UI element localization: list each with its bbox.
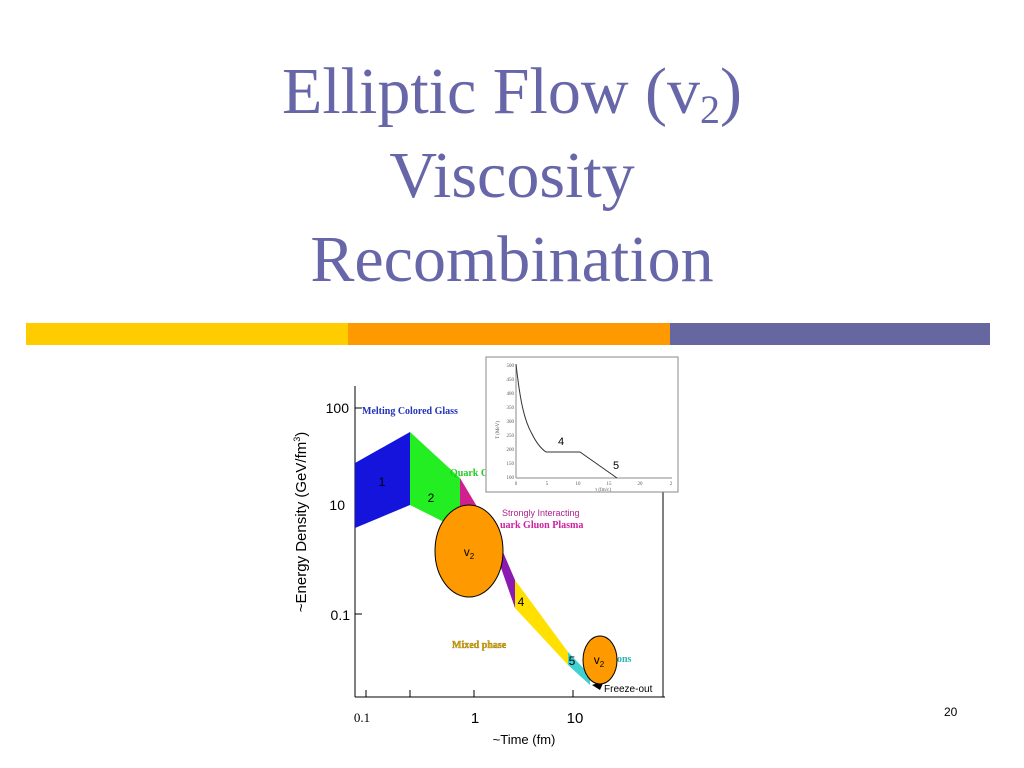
inset-x-tick: 20 [638, 482, 644, 487]
accent-bar-yellow [26, 323, 348, 345]
stage-2-label: 2 [428, 491, 435, 505]
v2-circle-small [582, 635, 618, 685]
y-tick-label: 100 [326, 400, 350, 416]
qgp-label: uark Gluon Plasma [500, 520, 583, 531]
inset-y-tick: 250 [507, 434, 515, 439]
title-line-2: Viscosity [389, 139, 635, 212]
y-tick-label: 0.1 [331, 607, 351, 623]
inset-x-tick: 2 [670, 482, 673, 487]
x-axis-title: ~Time (fm) [493, 732, 556, 747]
stage-5-label: 5 [569, 654, 576, 668]
region-mixed-phase [515, 580, 568, 665]
melting-glass-label: Melting Colored Glass [362, 406, 458, 417]
inset-x-tick: 10 [576, 482, 582, 487]
inset-y-tick: 450 [507, 378, 515, 383]
y-axis-title: ~Energy Density (GeV/fm3) [292, 432, 310, 613]
mixed-phase-label: Mixed phase [452, 640, 507, 651]
region-2-quark-gluon [410, 432, 460, 530]
inset-x-tick: 5 [546, 482, 549, 487]
inset-y-tick: 350 [507, 406, 515, 411]
inset-y-tick: 300 [507, 420, 515, 425]
hadrons-label: ons [617, 654, 632, 665]
inset-stage-4: 4 [558, 436, 564, 448]
inset-x-tick: 15 [607, 482, 613, 487]
accent-bar-purple [670, 323, 990, 345]
inset-y-tick: 400 [507, 392, 515, 397]
strongly-interacting-label: Strongly Interacting [502, 508, 580, 518]
v2-circle-large [434, 504, 504, 598]
inset-y-tick: 200 [507, 448, 515, 453]
inset-frame [485, 356, 679, 493]
inset-temperature-plot: 4 5 500 450 400 350 300 250 200 150 100 … [485, 356, 679, 493]
region-4-purple [500, 545, 515, 608]
inset-x-title: τ (fm/c) [595, 488, 611, 493]
slide-number: 20 [944, 705, 958, 719]
stage-1-label: 1 [379, 475, 386, 489]
inset-y-tick: 500 [507, 364, 515, 369]
inset-y-title: T (MeV) [496, 421, 501, 439]
title-line-1: Elliptic Flow (v2) [282, 55, 742, 132]
inset-y-tick: 150 [507, 462, 515, 467]
title-line-3: Recombination [310, 223, 714, 296]
x-tick-label: 0.1 [354, 710, 370, 725]
y-tick-label: 10 [329, 497, 345, 513]
inset-stage-5: 5 [613, 460, 619, 472]
x-tick-label: 1 [471, 710, 479, 727]
v2-label-small: v2 [594, 653, 605, 669]
freeze-out-label: Freeze-out [604, 684, 653, 695]
stage-4-label: 4 [518, 595, 525, 609]
inset-x-tick: 0 [515, 482, 518, 487]
inset-temperature-curve [515, 363, 618, 479]
v2-label-large: v2 [464, 545, 475, 561]
slide-title: Elliptic Flow (v2) Viscosity Recombinati… [0, 50, 1024, 302]
quark-label: Quark C [450, 468, 488, 479]
inset-y-tick: 100 [507, 476, 515, 481]
x-tick-label: 10 [567, 710, 584, 727]
energy-density-figure: 1 2 4 5 Melting Colored Glass Quark C St… [292, 356, 679, 747]
region-1-melting-glass [355, 432, 410, 528]
accent-bar-orange [348, 323, 670, 345]
region-hadrons [568, 652, 590, 685]
